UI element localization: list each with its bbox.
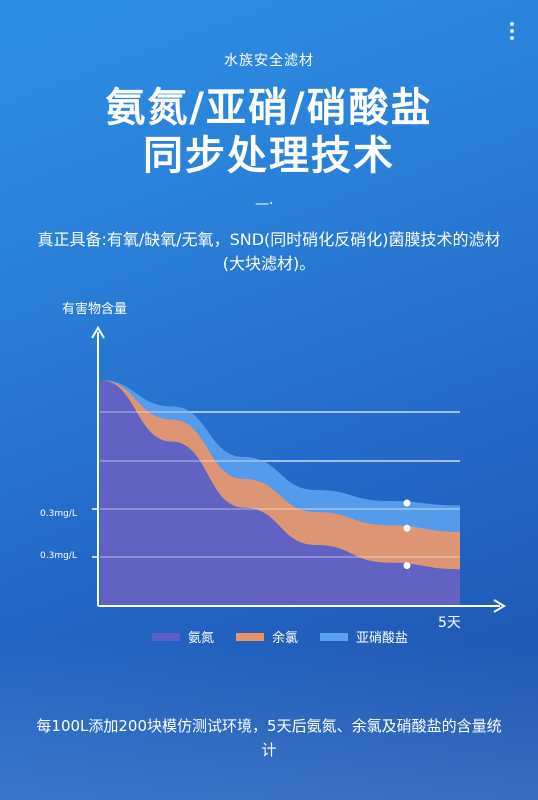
legend-label: 余氯 — [272, 631, 299, 646]
description-text: 真正具备:有氧/缺氧/无氧，SND(同时硝化反硝化)菌膜技术的滤材(大块滤材)。 — [37, 230, 501, 273]
bottom-glow — [0, 640, 538, 800]
legend-swatch — [236, 632, 265, 641]
legend-swatch — [152, 632, 180, 641]
more-menu-icon[interactable] — [510, 22, 516, 43]
y-axis-label: 有害物含量 — [62, 302, 128, 317]
brand-label: 水族安全滤材 — [224, 53, 314, 69]
footer-note: 每100L添加200块模仿测试环境，5天后氨氮、余氯及硝酸盐的含量统计 — [36, 717, 502, 759]
end-marker-series-2 — [403, 499, 411, 507]
y-tick-label: 0.3mg/L — [40, 509, 77, 519]
y-tick-label: 0.3mg/L — [40, 551, 77, 561]
headline-line-1: 氨氮/亚硝/硝酸盐 — [105, 85, 433, 131]
legend-item-chlorine: 余氯 — [236, 627, 298, 646]
headline-line-2: 同步处理技术 — [143, 133, 395, 179]
end-marker-series-0 — [403, 562, 411, 570]
legend-item-ammonia: 氨氮 — [152, 627, 214, 646]
y-axis-arrow — [91, 326, 105, 339]
legend-item-nitrite: 亚硝酸盐 — [320, 627, 408, 646]
x-axis-arrow — [493, 599, 506, 613]
legend-swatch — [320, 632, 349, 641]
x-axis-label: 5天 — [438, 615, 461, 631]
area-series-0 — [100, 380, 460, 606]
legend-label: 亚硝酸盐 — [356, 631, 409, 646]
end-marker-series-1 — [403, 524, 411, 532]
legend-label: 氨氮 — [188, 631, 215, 646]
divider-mark: —· — [255, 196, 274, 212]
chart-legend: 氨氮 余氯 亚硝酸盐 — [152, 627, 408, 646]
